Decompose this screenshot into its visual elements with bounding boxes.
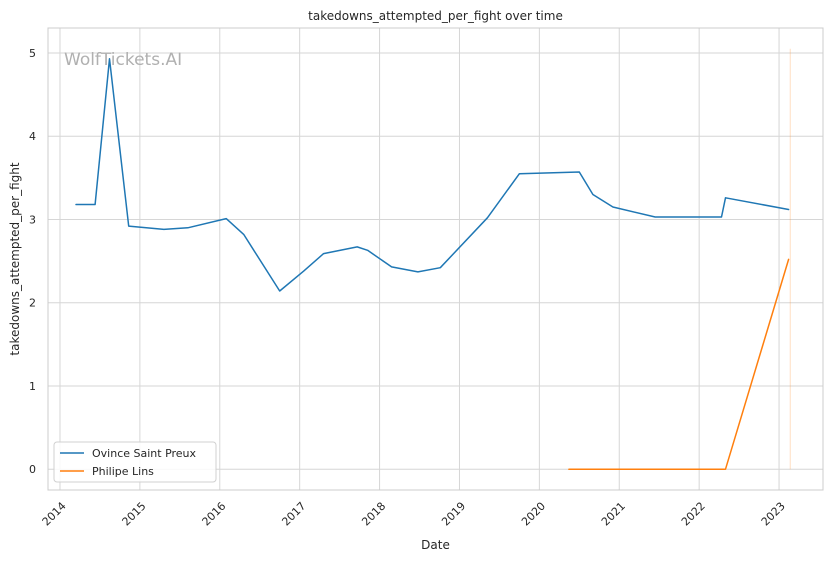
y-tick-label: 2 bbox=[29, 297, 36, 310]
y-tick-label: 1 bbox=[29, 380, 36, 393]
watermark-text: WolfTickets.AI bbox=[64, 50, 182, 70]
y-axis-label: takedowns_attempted_per_fight bbox=[8, 162, 22, 355]
series-line-1 bbox=[568, 258, 790, 470]
legend-label: Philipe Lins bbox=[92, 465, 154, 478]
series-line-0 bbox=[75, 58, 790, 292]
y-tick-label: 0 bbox=[29, 463, 36, 476]
y-tick-label: 3 bbox=[29, 213, 36, 226]
x-axis-label: Date bbox=[421, 538, 450, 552]
y-tick-label: 5 bbox=[29, 47, 36, 60]
chart-title: takedowns_attempted_per_fight over time bbox=[308, 9, 563, 23]
y-tick-label: 4 bbox=[29, 130, 36, 143]
y-axis-ticks: 0 1 2 3 4 5 bbox=[29, 47, 36, 476]
legend-box bbox=[53, 441, 217, 483]
plot-area-frame bbox=[47, 27, 824, 491]
series-layer bbox=[75, 58, 790, 470]
legend-label: Ovince Saint Preux bbox=[92, 447, 197, 460]
chart-legend: Ovince Saint Preux Philipe Lins bbox=[53, 441, 217, 483]
